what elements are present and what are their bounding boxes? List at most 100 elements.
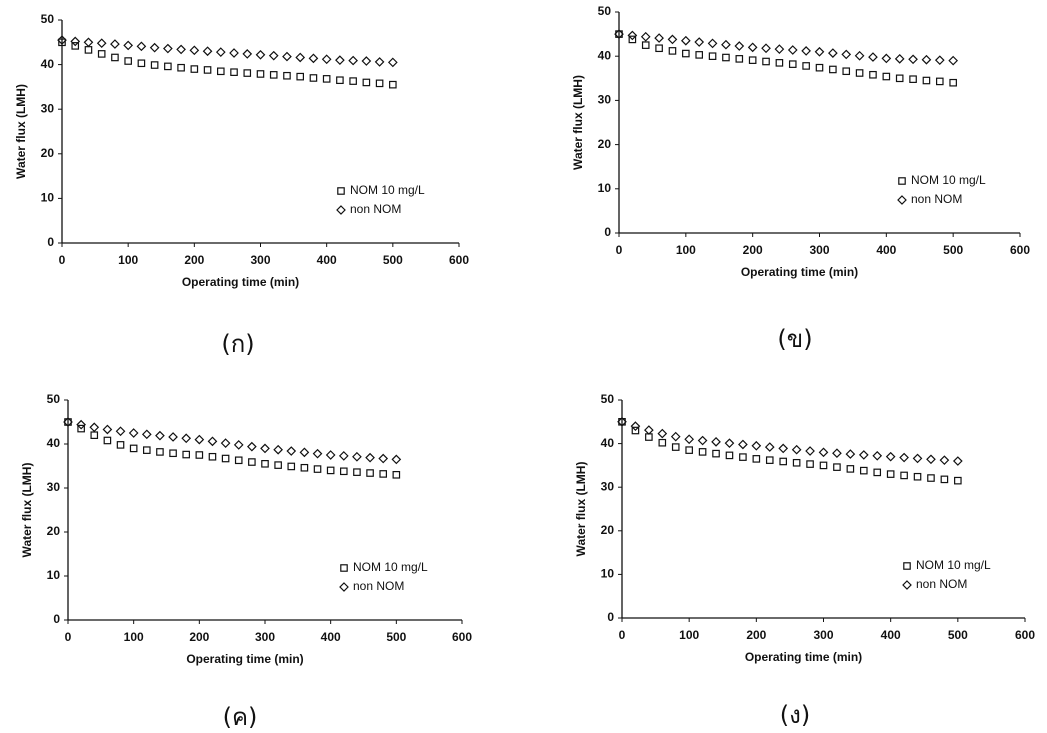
marker <box>671 443 680 451</box>
marker <box>273 444 283 455</box>
marker <box>934 55 945 66</box>
marker <box>103 436 112 445</box>
marker <box>761 43 771 54</box>
marker <box>76 419 86 430</box>
marker <box>248 458 256 466</box>
x-tick-label: 600 <box>452 630 472 644</box>
marker <box>374 57 385 67</box>
marker <box>247 441 257 452</box>
marker <box>110 39 120 49</box>
x-tick-label: 500 <box>943 243 963 257</box>
marker <box>229 48 239 58</box>
marker <box>336 76 344 85</box>
marker <box>751 440 762 451</box>
marker <box>233 440 244 450</box>
marker <box>774 44 785 54</box>
y-tick-label: 40 <box>41 57 55 71</box>
marker <box>208 452 217 461</box>
marker <box>392 471 401 479</box>
marker <box>57 35 67 45</box>
y-tick-label: 50 <box>41 12 55 26</box>
marker <box>881 53 892 64</box>
marker <box>752 455 761 463</box>
x-tick-label: 300 <box>250 253 270 267</box>
marker <box>97 50 106 58</box>
marker <box>886 470 895 478</box>
marker <box>338 451 349 461</box>
x-axis-title: Operating time (min) <box>186 652 303 666</box>
x-tick-label: 200 <box>184 253 204 267</box>
marker <box>181 433 192 444</box>
marker <box>176 44 186 55</box>
marker <box>644 425 654 435</box>
marker <box>805 446 815 456</box>
marker <box>921 54 932 65</box>
marker <box>336 205 346 215</box>
marker <box>939 455 950 466</box>
marker <box>177 63 185 72</box>
marker <box>765 456 774 464</box>
x-tick-label: 500 <box>386 630 406 644</box>
marker <box>695 51 704 59</box>
marker <box>116 441 125 449</box>
marker <box>217 67 225 76</box>
marker <box>337 187 345 195</box>
x-tick-label: 300 <box>809 243 829 257</box>
y-tick-label: 0 <box>604 225 611 239</box>
marker <box>912 453 923 464</box>
marker <box>903 562 911 570</box>
marker <box>194 434 205 445</box>
marker <box>900 471 908 480</box>
marker <box>325 450 336 460</box>
marker <box>111 53 119 62</box>
x-tick-label: 100 <box>679 628 699 642</box>
marker <box>115 426 126 437</box>
marker <box>779 457 788 466</box>
x-tick-label: 200 <box>189 630 209 644</box>
panel-label: (ง) <box>780 701 810 729</box>
y-tick-label: 50 <box>598 4 612 18</box>
marker <box>242 49 253 59</box>
marker <box>168 432 178 442</box>
x-axis-title: Operating time (min) <box>745 650 862 664</box>
marker <box>313 465 322 473</box>
marker <box>243 69 252 77</box>
x-tick-label: 500 <box>948 628 968 642</box>
marker <box>869 70 877 79</box>
marker <box>128 428 139 438</box>
marker <box>149 42 160 53</box>
x-tick-label: 500 <box>383 253 403 267</box>
marker <box>806 460 814 468</box>
marker <box>352 451 362 462</box>
marker <box>234 456 243 465</box>
marker <box>954 476 962 485</box>
marker <box>296 72 305 81</box>
marker <box>641 41 650 49</box>
marker <box>261 460 269 468</box>
marker <box>882 72 891 81</box>
marker <box>735 55 744 63</box>
y-axis-title: Water flux (LMH) <box>14 84 28 179</box>
marker <box>922 76 931 85</box>
legend-label: NOM 10 mg/L <box>916 558 991 572</box>
marker <box>814 46 825 57</box>
marker <box>195 451 204 459</box>
marker <box>873 468 882 477</box>
y-tick-label: 10 <box>41 191 55 205</box>
marker <box>630 421 641 432</box>
y-axis-title: Water flux (LMH) <box>571 75 585 170</box>
x-tick-label: 100 <box>118 253 138 267</box>
marker <box>163 43 173 54</box>
marker <box>952 456 963 466</box>
x-axis-title: Operating time (min) <box>182 275 299 289</box>
marker <box>819 461 828 470</box>
marker <box>190 65 199 73</box>
y-tick-label: 40 <box>598 48 612 62</box>
marker <box>902 580 912 590</box>
marker <box>379 470 388 478</box>
marker <box>898 177 906 185</box>
legend-label: non NOM <box>350 202 401 216</box>
